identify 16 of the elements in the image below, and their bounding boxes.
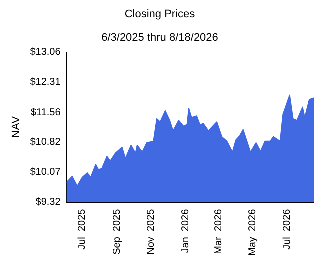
x-tick-label: Sep 2025 xyxy=(112,208,123,255)
y-tick-label: $10.82 xyxy=(30,136,62,148)
chart-title: Closing Prices xyxy=(124,8,196,21)
x-tick-label: Mar 2026 xyxy=(213,208,224,254)
x-tick-label: Jul 2026 xyxy=(282,208,293,250)
y-tick-label: $12.31 xyxy=(30,77,62,88)
x-tick-label: Jan 2026 xyxy=(180,208,192,254)
y-tick-label: $11.56 xyxy=(30,107,62,118)
chart-subtitle: 6/3/2025 thru 8/18/2026 xyxy=(102,32,218,44)
y-axis-title: NAV xyxy=(10,116,23,138)
y-tick-label: $13.06 xyxy=(30,47,62,58)
x-tick-label: May 2026 xyxy=(248,208,259,256)
x-tick-label: Jul 2025 xyxy=(77,208,88,250)
y-tick-label: $10.07 xyxy=(30,166,62,178)
x-tick-label: Nov 2025 xyxy=(146,208,158,255)
y-tick-label: $9.32 xyxy=(36,197,62,208)
